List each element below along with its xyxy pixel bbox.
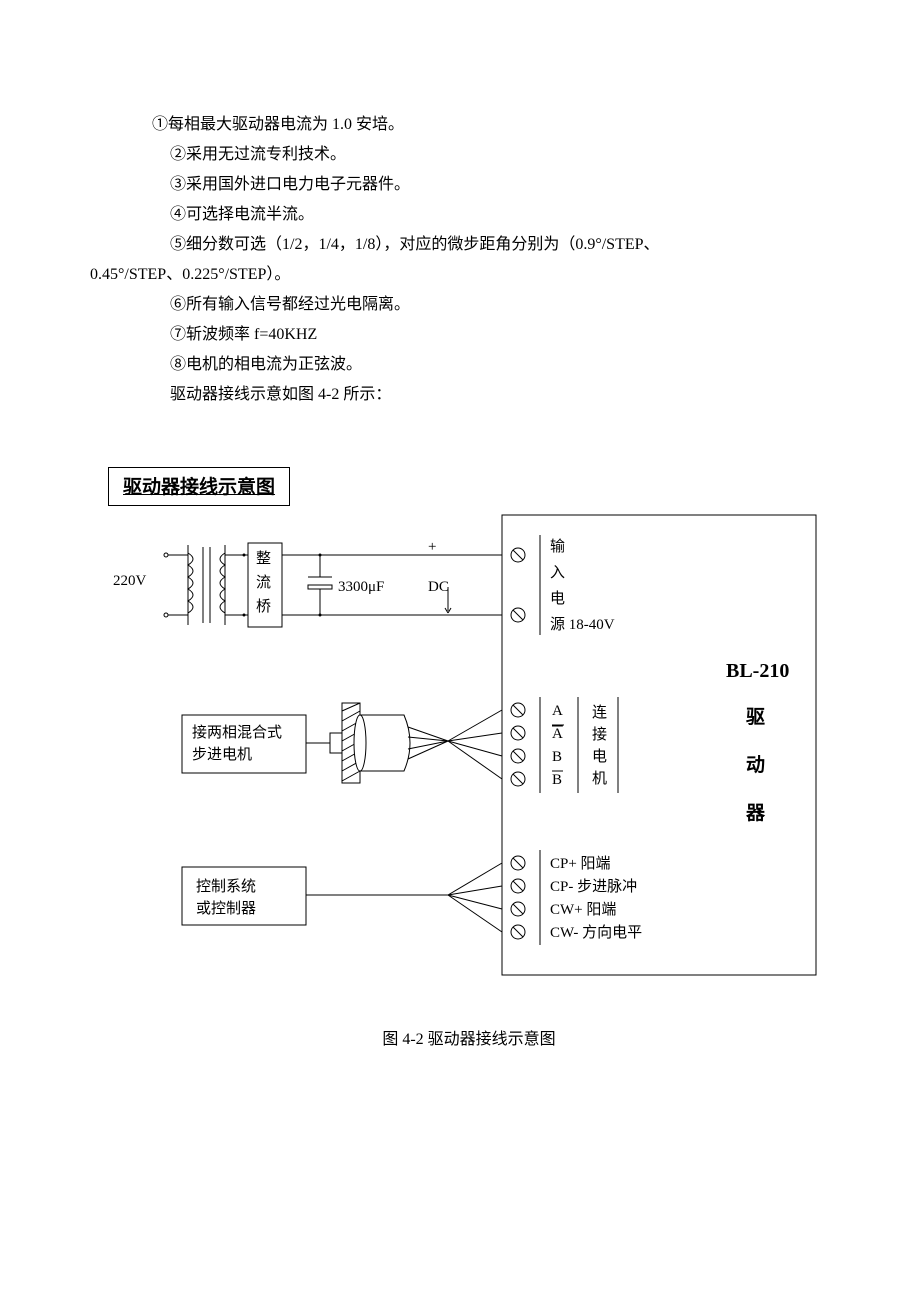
document-body: ①每相最大驱动器电流为 1.0 安培。 ②采用无过流专利技术。 ③采用国外进口电… [0, 0, 920, 1049]
label-input-4: 源 18-40V [550, 616, 615, 633]
para-5: ⑤细分数可选（1/2，1/4，1/8），对应的微步距角分别为（0.9°/STEP… [90, 230, 830, 260]
para-4: ④可选择电流半流。 [90, 200, 830, 230]
terminal-icon [511, 902, 525, 916]
label-input-3: 电 [550, 590, 565, 607]
terminal-icon [511, 856, 525, 870]
terminal-icon [511, 726, 525, 740]
label-dc: DC [428, 579, 449, 595]
label-term-abar: A [552, 726, 563, 742]
terminal-icon [511, 608, 525, 622]
terminal-icon [511, 772, 525, 786]
label-ctrl-1: 控制系统 [196, 878, 256, 895]
label-conn-2: 接 [592, 726, 607, 743]
label-term-b: B [552, 749, 562, 765]
terminal-icon [511, 925, 525, 939]
diagram-title-box: 驱动器接线示意图 [108, 467, 290, 506]
terminal-icon [511, 548, 525, 562]
label-conn-3: 电 [592, 748, 607, 765]
para-9: 驱动器接线示意如图 4-2 所示： [90, 380, 830, 410]
label-motor-2: 步进电机 [192, 746, 252, 763]
label-input-1: 输 [550, 538, 565, 555]
para-3: ③采用国外进口电力电子元器件。 [90, 170, 830, 200]
label-term-a: A [552, 703, 563, 719]
figure-caption: 图 4-2 驱动器接线示意图 [108, 1025, 830, 1049]
terminal-icon [511, 703, 525, 717]
label-cp-plus: CP+ 阳端 [550, 855, 611, 872]
label-drv-3: 器 [745, 802, 766, 824]
label-cap: 3300μF [338, 579, 384, 595]
para-6: ⑥所有输入信号都经过光电隔离。 [90, 290, 830, 320]
label-rectifier-2: 流 [256, 574, 271, 591]
label-rectifier-3: 桥 [256, 598, 271, 615]
label-220v: 220V [113, 573, 147, 589]
label-bl210: BL-210 [726, 660, 789, 682]
label-cw-plus: CW+ 阳端 [550, 901, 616, 918]
diagram-wrapper: 驱动器接线示意图 220V [108, 466, 830, 1049]
terminal-icon [511, 749, 525, 763]
para-8: ⑧电机的相电流为正弦波。 [90, 350, 830, 380]
label-cw-minus: CW- 方向电平 [550, 924, 642, 941]
label-conn-4: 机 [592, 770, 607, 787]
label-rectifier-1: 整 [256, 550, 271, 567]
label-term-bbar: B [552, 772, 562, 788]
terminal-icon [511, 879, 525, 893]
label-conn-1: 连 [592, 704, 607, 721]
para-7: ⑦斩波频率 f=40KHZ [90, 320, 830, 350]
label-ctrl-2: 或控制器 [196, 900, 256, 917]
label-drv-2: 动 [746, 754, 765, 776]
label-input-2: 入 [550, 565, 565, 581]
label-cp-minus: CP- 步进脉冲 [550, 878, 637, 895]
wiring-diagram: 220V 整 流 桥 [108, 505, 830, 985]
label-drv-1: 驱 [746, 706, 765, 728]
para-5b: 0.45°/STEP、0.225°/STEP）。 [90, 260, 830, 290]
para-1: ①每相最大驱动器电流为 1.0 安培。 [90, 110, 830, 140]
para-2: ②采用无过流专利技术。 [90, 140, 830, 170]
label-motor-1: 接两相混合式 [192, 724, 282, 741]
label-plus: + [428, 539, 436, 555]
diagram-title: 驱动器接线示意图 [123, 477, 275, 498]
